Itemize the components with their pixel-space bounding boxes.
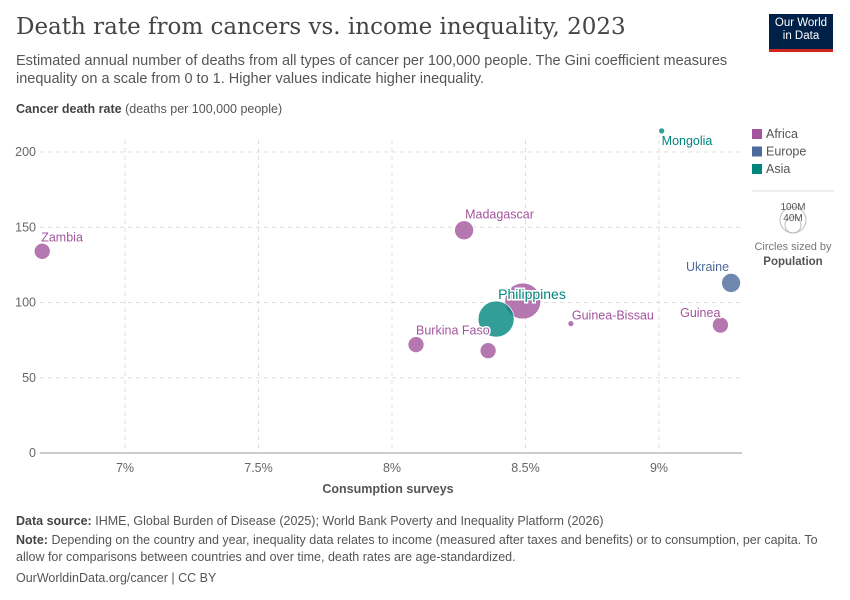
x-tick-label: 8.5% <box>511 461 540 475</box>
note-text: Depending on the country and year, inequ… <box>16 533 818 564</box>
source-text: IHME, Global Burden of Disease (2025); W… <box>95 514 604 528</box>
chart-title: Death rate from cancers vs. income inequ… <box>16 14 626 40</box>
data-point <box>721 273 741 293</box>
size-legend-circle-small <box>784 216 802 234</box>
data-point <box>407 336 425 353</box>
point-label: Zambia <box>41 230 83 244</box>
legend-swatch <box>752 146 762 157</box>
data-point <box>477 300 515 338</box>
point-label: Ukraine <box>686 260 729 274</box>
point-label: Mongolia <box>662 134 713 148</box>
point-label: Philippines <box>498 286 566 302</box>
point-label: Guinea <box>680 306 720 320</box>
note-label: Note: <box>16 533 48 547</box>
point-label: Madagascar <box>465 207 534 221</box>
data-point <box>567 320 575 327</box>
size-legend-variable: Population <box>763 256 822 268</box>
data-point <box>658 127 666 135</box>
y-axis-label: Cancer death rate (deaths per 100,000 pe… <box>16 102 282 116</box>
size-legend-label: 100M <box>780 202 805 213</box>
footer-url[interactable]: OurWorldinData.org/cancer | CC BY <box>16 571 217 585</box>
legend-swatch <box>752 164 762 174</box>
legend-label: Europe <box>766 145 806 159</box>
data-point <box>454 220 474 241</box>
owid-logo[interactable]: Our World in Data <box>769 14 833 52</box>
x-tick-label: 7.5% <box>244 461 273 475</box>
y-tick-label: 150 <box>15 220 36 234</box>
y-tick-label: 200 <box>15 145 36 159</box>
size-legend-label: 40M <box>783 213 802 224</box>
x-tick-label: 8% <box>383 461 401 475</box>
chart-subtitle: Estimated annual number of deaths from a… <box>16 53 728 87</box>
y-tick-label: 0 <box>29 446 36 460</box>
size-legend-title: Circles sized by <box>754 241 832 253</box>
source-label: Data source: <box>16 514 92 528</box>
legend-swatch <box>752 129 762 139</box>
x-axis-label: Consumption surveys <box>322 482 453 496</box>
data-point <box>33 242 51 260</box>
y-tick-label: 50 <box>22 371 36 385</box>
x-tick-label: 9% <box>650 461 668 475</box>
note: Note: Depending on the country and year,… <box>16 532 836 566</box>
data-source: Data source: IHME, Global Burden of Dise… <box>16 513 836 530</box>
y-axis-label-bold: Cancer death rate <box>16 102 122 116</box>
legend-label: Africa <box>766 127 798 141</box>
y-axis-label-unit: (deaths per 100,000 people) <box>125 102 283 116</box>
data-point <box>712 316 729 334</box>
point-label: Guinea-Bissau <box>572 309 654 323</box>
data-point <box>504 282 542 320</box>
legend-label: Asia <box>766 162 790 176</box>
data-point <box>479 342 497 360</box>
x-tick-label: 7% <box>116 461 134 475</box>
point-label: Burkina Faso <box>416 324 490 338</box>
y-tick-label: 100 <box>15 296 36 310</box>
